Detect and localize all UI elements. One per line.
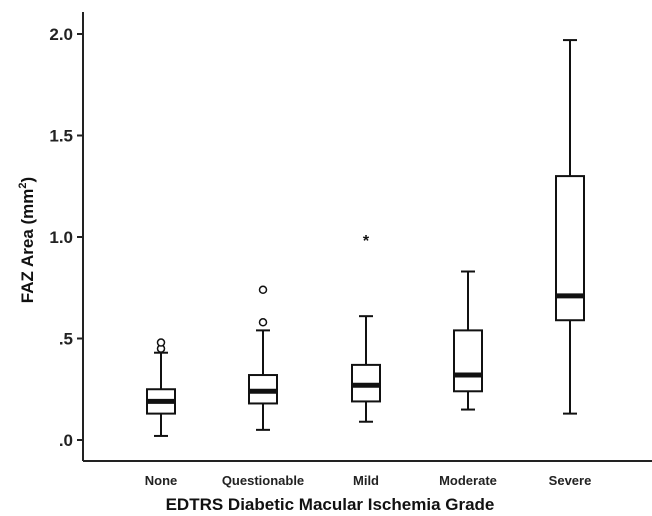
y-tick-label: 1.0 [49, 228, 73, 247]
box-group-severe [555, 39, 585, 415]
x-axis-category-labels: None Questionable Mild Moderate Severe [145, 473, 592, 488]
y-tick-label: 2.0 [49, 25, 73, 44]
y-axis-title: FAZ Area (mm2) [17, 177, 37, 303]
x-category-label: Moderate [439, 473, 497, 488]
extreme-point: * [363, 233, 370, 250]
outlier-point [258, 285, 268, 295]
y-tick-label: 1.5 [49, 127, 73, 146]
y-axis-title-close: ) [18, 177, 37, 183]
box-group-questionable [248, 285, 278, 431]
iqr-box [453, 329, 483, 393]
x-category-label: None [145, 473, 178, 488]
outlier-point [156, 338, 166, 347]
x-category-label: Severe [549, 473, 592, 488]
x-category-label: Questionable [222, 473, 304, 488]
outlier-point [258, 318, 268, 327]
box-group-none [146, 338, 176, 437]
y-axis-title-superscript: 2 [17, 182, 29, 188]
box-group-moderate [453, 270, 483, 411]
x-category-label: Mild [353, 473, 379, 488]
y-axis-title-main: FAZ Area (mm [18, 189, 37, 304]
y-tick-label: .0 [59, 431, 73, 450]
box-group-mild: * [351, 233, 381, 423]
iqr-box [555, 175, 585, 322]
x-axis-title: EDTRS Diabetic Macular Ischemia Grade [166, 495, 495, 514]
y-tick-label: .5 [59, 330, 73, 349]
y-axis-ticks: .0 .5 1.0 1.5 2.0 [49, 25, 83, 450]
box-series: * [146, 39, 585, 437]
